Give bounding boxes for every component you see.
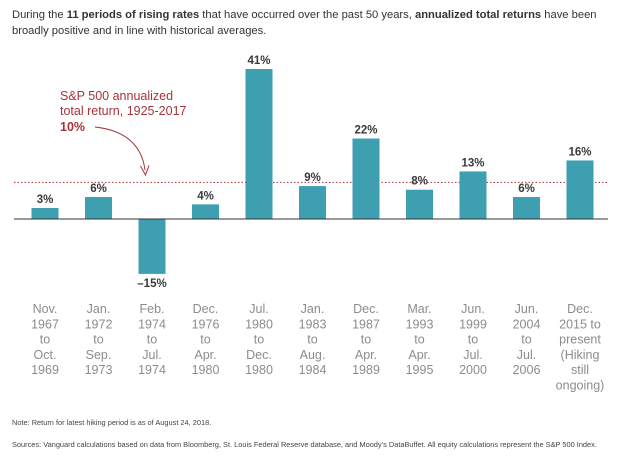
category-label-line: Jan.	[87, 302, 111, 316]
category-label-line: to	[468, 333, 478, 347]
sources-note: Sources: Vanguard calculations based on …	[12, 440, 597, 449]
bar-value-label: –15%	[137, 278, 166, 290]
intro-emphasis-returns: annualized total returns	[414, 9, 542, 21]
bar	[566, 160, 594, 219]
category-label-line: 1974	[138, 317, 166, 331]
bar-value-label: 9%	[304, 172, 321, 184]
category-label-line: Jun.	[515, 302, 539, 316]
category-label-line: 1980	[245, 317, 273, 331]
category-label-line: Dec.	[193, 302, 219, 316]
bar	[459, 171, 487, 219]
category-label-line: 1969	[31, 363, 59, 377]
bar-value-label: 6%	[518, 183, 535, 195]
category-label-line: 1980	[192, 363, 220, 377]
category-label-line: Dec.	[567, 302, 593, 316]
category-label-line: Jan.	[301, 302, 325, 316]
category-label-line: (Hiking	[561, 348, 600, 362]
category-label-line: ongoing)	[556, 379, 605, 393]
bar-value-label: 22%	[354, 125, 377, 137]
bar-value-label: 6%	[90, 183, 107, 195]
category-label-line: Aug.	[300, 348, 326, 362]
category-label-line: Sep.	[86, 348, 112, 362]
category-label-line: Dec.	[353, 302, 379, 316]
intro-part-3: have been broadly positive and in line w…	[12, 9, 597, 37]
category-label-line: Jul.	[249, 302, 268, 316]
bar	[31, 208, 59, 219]
category-label-line: Jun.	[461, 302, 485, 316]
category-label-line: 2004	[513, 317, 541, 331]
returns-bar-chart: 3%6%–15%4%41%9%22%8%13%6%16%Nov.1967toOc…	[14, 55, 608, 393]
bar	[245, 69, 273, 219]
intro-part-1: During the	[12, 9, 67, 21]
category-label-line: to	[93, 333, 103, 347]
category-label-line: 1980	[245, 363, 273, 377]
category-label-line: 1987	[352, 317, 380, 331]
category-label-line: to	[307, 333, 317, 347]
category-label-line: to	[40, 333, 50, 347]
category-label-line: 1976	[192, 317, 220, 331]
category-label-line: to	[200, 333, 210, 347]
category-label-line: 1993	[406, 317, 434, 331]
bar-value-label: 41%	[247, 55, 270, 67]
category-label-line: 2000	[459, 363, 487, 377]
reference-arrow-head	[140, 165, 150, 177]
category-label-line: to	[521, 333, 531, 347]
bar-value-label: 13%	[461, 157, 484, 169]
category-label-line: Apr.	[408, 348, 430, 362]
bar	[299, 186, 326, 219]
category-label-line: to	[414, 333, 424, 347]
category-label-line: Jul.	[142, 348, 161, 362]
category-label-line: to	[147, 333, 157, 347]
bar-value-label: 16%	[568, 146, 591, 158]
bar	[85, 197, 112, 219]
category-label-line: 1989	[352, 363, 380, 377]
category-label-line: present	[559, 333, 601, 347]
category-label-line: Apr.	[355, 348, 377, 362]
category-label-line: Dec.	[246, 348, 272, 362]
category-label-line: 1999	[459, 317, 487, 331]
category-label-line: to	[361, 333, 371, 347]
reference-label-line: S&P 500 annualized	[60, 89, 173, 103]
category-label-line: 1995	[406, 363, 434, 377]
category-label-line: Apr.	[194, 348, 216, 362]
bar-value-label: 3%	[37, 194, 54, 206]
bar-value-label: 8%	[411, 176, 428, 188]
intro-emphasis-periods: 11 periods of rising rates	[66, 9, 200, 21]
bar	[192, 204, 219, 219]
bar-value-label: 4%	[197, 190, 214, 202]
category-label-line: 1967	[31, 317, 59, 331]
bar	[406, 189, 433, 219]
bar	[513, 197, 540, 219]
category-label-line: Mar.	[407, 302, 431, 316]
category-label-line: to	[254, 333, 264, 347]
category-label-line: 1973	[85, 363, 113, 377]
intro-text: During the 11 periods of rising rates th…	[12, 7, 627, 39]
category-label-line: 2006	[513, 363, 541, 377]
intro-part-2: that have occurred over the past 50 year…	[199, 9, 415, 21]
category-label-line: 1983	[299, 317, 327, 331]
category-label-line: 1972	[85, 317, 113, 331]
category-label-line: 1984	[299, 363, 327, 377]
category-label-line: Feb.	[139, 302, 164, 316]
category-label-line: 1974	[138, 363, 166, 377]
category-label-line: Jul.	[517, 348, 536, 362]
footnote-hiking-period: Note: Return for latest hiking period is…	[12, 418, 212, 427]
category-label-line: Jul.	[463, 348, 482, 362]
bar	[352, 138, 380, 219]
reference-value-label: 10%	[60, 120, 85, 134]
reference-label-line: total return, 1925-2017	[60, 104, 187, 118]
category-label-line: Nov.	[33, 302, 58, 316]
category-label-line: still	[571, 363, 589, 377]
reference-arrow	[94, 126, 146, 171]
category-label-line: Oct.	[34, 348, 57, 362]
category-label-line: 2015 to	[559, 317, 601, 331]
bar	[138, 219, 166, 274]
